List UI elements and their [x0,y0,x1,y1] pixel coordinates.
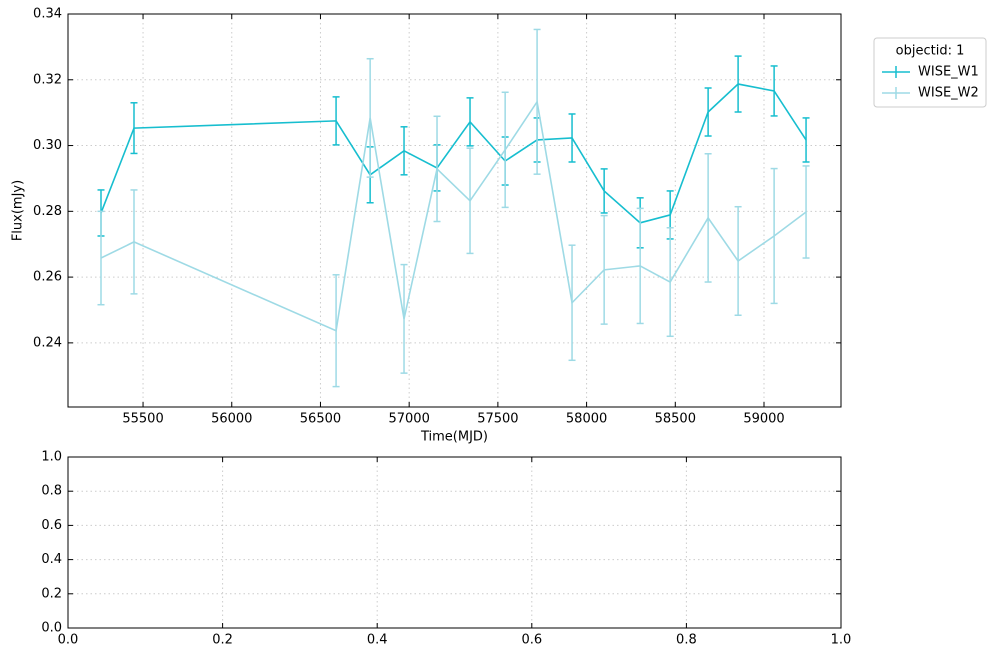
series-line [100,99,807,332]
y-tick-label: 1.0 [41,450,62,465]
plot-frame [67,13,842,408]
error-bar [666,227,674,338]
y-tick-label: 0.28 [33,204,62,219]
x-tick-label: 55500 [122,412,163,427]
legend-label: WISE_W1 [918,65,979,80]
x-tick-label: 56000 [211,412,252,427]
x-tick-label: 0.4 [367,633,388,648]
error-bar [466,97,474,147]
error-bar [600,214,608,325]
error-bar [400,263,408,374]
error-bar [533,28,541,175]
x-tick-label: 57500 [477,412,518,427]
error-bar [568,113,576,163]
y-tick-label: 0.2 [41,586,62,601]
y-tick-label: 0.32 [33,72,62,87]
error-bar [734,205,742,316]
y-tick-label: 0.0 [41,621,62,636]
y-tick-label: 0.8 [41,484,62,499]
error-bar [802,117,810,163]
error-bar [332,96,340,146]
error-bar [600,168,608,214]
error-bar [366,57,374,178]
error-bar [501,91,509,209]
error-bar [636,207,644,325]
error-bar [802,165,810,259]
error-bar [704,87,712,137]
y-tick-label: 0.4 [41,552,62,567]
x-tick-label: 59000 [743,412,784,427]
x-tick-label: 56500 [300,412,341,427]
error-bar [466,147,474,255]
y-tick-label: 0.6 [41,518,62,533]
x-tick-label: 58500 [655,412,696,427]
x-axis-label: Time(MJD) [420,430,488,445]
error-bar [130,189,138,295]
x-tick-label: 0.8 [676,633,697,648]
series-line [100,83,807,224]
x-tick-label: 1.0 [831,633,852,648]
x-tick-label: 0.0 [58,633,79,648]
legend-title: objectid: 1 [896,44,965,59]
error-bar [433,115,441,223]
legend-frame [873,37,987,108]
y-axis-label: Flux(mJy) [11,180,26,241]
x-tick-label: 0.2 [212,633,233,648]
error-bar [130,102,138,155]
y-tick-label: 0.24 [33,335,62,350]
x-tick-label: 57000 [388,412,429,427]
y-tick-label: 0.30 [33,138,62,153]
error-bar [770,65,778,117]
error-bar [734,55,742,113]
y-tick-label: 0.26 [33,270,62,285]
error-bar [400,126,408,176]
error-bar [97,210,105,306]
legend-label: WISE_W2 [918,86,979,101]
x-tick-label: 58000 [566,412,607,427]
x-tick-label: 0.6 [521,633,542,648]
series [97,28,810,388]
error-bar [332,274,340,388]
plot-frame [67,456,842,629]
y-tick-label: 0.34 [33,7,62,22]
series [97,55,810,249]
error-bar [568,244,576,362]
error-bar [704,153,712,283]
error-bar [770,167,778,305]
legend: objectid: 1 WISE_W1 WISE_W2 [873,37,987,108]
